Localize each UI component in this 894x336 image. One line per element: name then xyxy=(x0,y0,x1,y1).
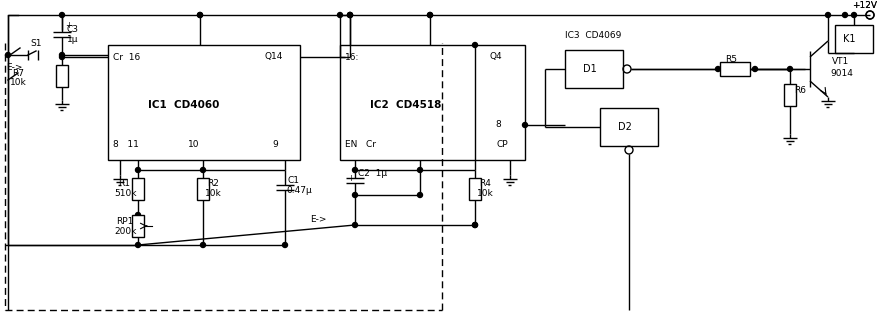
Bar xyxy=(834,25,872,53)
Text: R5: R5 xyxy=(724,54,736,64)
Text: C2  1µ: C2 1µ xyxy=(358,169,387,178)
Circle shape xyxy=(752,67,756,72)
Circle shape xyxy=(841,12,847,17)
Circle shape xyxy=(135,243,140,248)
Text: E->: E-> xyxy=(309,215,326,224)
Bar xyxy=(131,178,144,200)
Circle shape xyxy=(472,42,477,47)
Text: IC2  CD4518: IC2 CD4518 xyxy=(369,100,441,110)
Text: IC3  CD4069: IC3 CD4069 xyxy=(564,31,620,40)
Circle shape xyxy=(200,168,206,172)
Text: Cr  16: Cr 16 xyxy=(113,52,140,61)
Text: R4: R4 xyxy=(478,179,490,188)
Text: 9: 9 xyxy=(272,140,277,150)
Bar xyxy=(468,178,480,200)
Circle shape xyxy=(59,54,64,59)
Text: RP1: RP1 xyxy=(116,217,133,226)
Text: R6: R6 xyxy=(793,86,805,95)
Circle shape xyxy=(427,12,432,17)
Text: 10k: 10k xyxy=(10,79,27,87)
Circle shape xyxy=(417,193,422,198)
Circle shape xyxy=(787,67,791,72)
Text: K1: K1 xyxy=(842,34,855,44)
Text: Q14: Q14 xyxy=(265,52,283,61)
Text: R7: R7 xyxy=(12,69,24,78)
Text: IC1  CD4060: IC1 CD4060 xyxy=(148,100,219,110)
Circle shape xyxy=(347,12,352,17)
Text: 0.47µ: 0.47µ xyxy=(286,186,311,196)
Text: +12V: +12V xyxy=(851,1,876,10)
Text: +: + xyxy=(65,20,72,30)
Circle shape xyxy=(472,222,477,227)
Circle shape xyxy=(427,12,432,17)
Text: S1: S1 xyxy=(30,40,41,48)
Bar xyxy=(719,62,749,76)
Circle shape xyxy=(352,168,357,172)
Bar xyxy=(340,45,525,160)
Circle shape xyxy=(714,67,720,72)
Text: C3: C3 xyxy=(67,26,79,35)
Circle shape xyxy=(522,123,527,127)
Circle shape xyxy=(347,12,352,17)
Circle shape xyxy=(850,12,856,17)
Circle shape xyxy=(824,12,830,17)
Circle shape xyxy=(472,222,477,227)
Circle shape xyxy=(337,12,342,17)
Text: R1: R1 xyxy=(118,179,130,188)
Text: 10k: 10k xyxy=(205,190,222,199)
Circle shape xyxy=(135,212,140,217)
Text: 9014: 9014 xyxy=(829,69,852,78)
Text: +: + xyxy=(347,174,353,183)
Text: D2: D2 xyxy=(618,122,631,132)
Bar xyxy=(108,45,299,160)
Bar xyxy=(131,215,144,237)
Bar xyxy=(56,65,68,87)
Circle shape xyxy=(352,193,357,198)
Text: 16:: 16: xyxy=(344,52,359,61)
Bar xyxy=(599,108,657,146)
Circle shape xyxy=(352,222,357,227)
Text: 1µ: 1µ xyxy=(67,36,79,44)
Text: 200k: 200k xyxy=(114,227,136,237)
Text: E->: E-> xyxy=(6,64,22,73)
Circle shape xyxy=(200,243,206,248)
Circle shape xyxy=(417,168,422,172)
Text: 10: 10 xyxy=(188,140,199,150)
Circle shape xyxy=(283,243,287,248)
Text: C1: C1 xyxy=(288,176,299,185)
Text: Q4: Q4 xyxy=(489,52,502,61)
Text: 8   11: 8 11 xyxy=(113,140,139,150)
Circle shape xyxy=(135,168,140,172)
Text: R2: R2 xyxy=(207,179,219,188)
Text: CP: CP xyxy=(496,140,508,150)
Text: 8: 8 xyxy=(494,121,500,129)
Bar xyxy=(783,84,795,106)
Text: +12V: +12V xyxy=(851,1,876,10)
Bar xyxy=(564,50,622,88)
Circle shape xyxy=(59,12,64,17)
Text: D1: D1 xyxy=(582,64,596,74)
Circle shape xyxy=(198,12,202,17)
Text: VT1: VT1 xyxy=(831,56,848,66)
Text: 510k: 510k xyxy=(114,190,137,199)
Circle shape xyxy=(59,52,64,57)
Circle shape xyxy=(198,12,202,17)
Bar xyxy=(197,178,209,200)
Circle shape xyxy=(347,12,352,17)
Text: EN   Cr: EN Cr xyxy=(344,140,375,150)
Text: 10k: 10k xyxy=(477,190,493,199)
Circle shape xyxy=(5,52,11,57)
